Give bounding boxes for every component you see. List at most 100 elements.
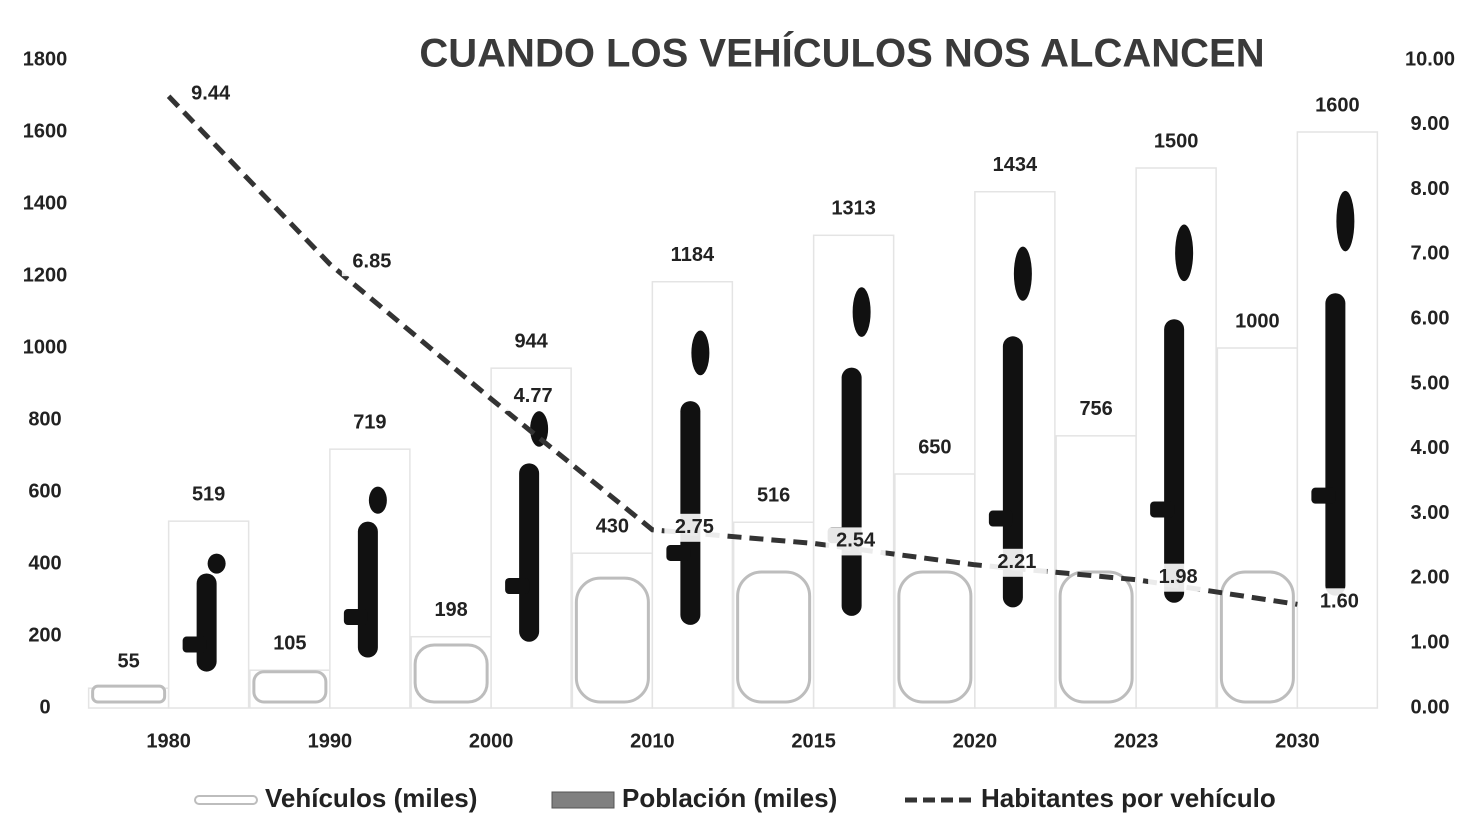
x-tick-label: 2023 (1114, 730, 1159, 752)
y2-tick-label: 2.00 (1411, 567, 1450, 589)
y2-tick-label: 1.00 (1411, 631, 1450, 653)
line-label-bg (825, 527, 886, 556)
line-value-label: 1.98 (1159, 566, 1198, 588)
line-label-bg (341, 248, 402, 277)
bar-value-label: 1600 (1315, 94, 1360, 116)
y-tick-label: 1400 (23, 192, 68, 214)
runner-head (530, 411, 549, 447)
line-value-label: 1.60 (1320, 591, 1359, 613)
bar-value-label: 1500 (1154, 130, 1199, 152)
runner-head (691, 330, 710, 376)
y2-tick-label: 5.00 (1411, 372, 1450, 394)
runner-body (841, 367, 862, 616)
line-value-label: 6.85 (352, 250, 391, 272)
runner-body (1325, 293, 1346, 596)
runner-leg (1150, 501, 1175, 518)
bar-value-label: 756 (1079, 398, 1112, 420)
y-tick-label: 800 (28, 408, 61, 430)
y-tick-label: 1600 (23, 120, 68, 142)
x-tick-label: 1990 (308, 730, 353, 752)
y-tick-label: 1000 (23, 336, 68, 358)
y2-tick-label: 9.00 (1411, 113, 1450, 135)
bar-value-label: 198 (434, 599, 467, 621)
y2-tick-label: 8.00 (1411, 178, 1450, 200)
legend-label: Habitantes por vehículo (981, 783, 1276, 813)
runner-body (680, 401, 701, 625)
y-tick-label: 1200 (23, 264, 68, 286)
x-tick-label: 2000 (469, 730, 514, 752)
y-tick-label: 200 (28, 624, 61, 646)
runner-leg (182, 636, 207, 653)
runner-leg (343, 608, 368, 625)
x-tick-label: 2015 (791, 730, 836, 752)
runner-head (368, 486, 387, 514)
line-label-bg (180, 80, 241, 109)
bar-value-label: 516 (757, 485, 790, 507)
runner-body (357, 521, 378, 658)
runner-head (1175, 224, 1194, 282)
bar-value-label: 55 (118, 650, 140, 672)
x-tick-label: 2010 (630, 730, 675, 752)
line (166, 94, 1298, 607)
y2-tick-label: 10.00 (1405, 48, 1455, 70)
runner-head (1336, 190, 1355, 252)
line-value-label: 2.54 (836, 530, 876, 552)
legend-swatch (194, 795, 258, 805)
bar-value-label: 519 (192, 483, 225, 505)
chart-title: CUANDO LOS VEHÍCULOS NOS ALCANCEN (419, 31, 1264, 76)
legend-swatch (551, 791, 615, 809)
line-value-label: 4.77 (514, 385, 553, 407)
vehicle-icon (736, 570, 812, 704)
line-value-label: 9.44 (191, 83, 231, 105)
runner-head (1013, 246, 1032, 301)
bar-value-label: 944 (514, 330, 548, 352)
bar-value-label: 105 (273, 632, 306, 654)
x-tick-label: 1980 (146, 730, 191, 752)
vehicle-icon (91, 684, 167, 704)
y2-tick-label: 6.00 (1411, 307, 1450, 329)
y-tick-label: 1800 (23, 48, 68, 70)
bar-value-label: 430 (596, 515, 629, 537)
bar-value-label: 1000 (1235, 310, 1280, 332)
runner-leg (666, 544, 691, 561)
runner-head (207, 553, 226, 574)
runner-body (1002, 336, 1023, 608)
runner-leg (988, 510, 1013, 527)
y2-tick-label: 7.00 (1411, 243, 1450, 265)
bar-value-label: 1434 (993, 154, 1038, 176)
bar (329, 448, 411, 709)
runner-leg (505, 578, 530, 595)
bar-value-label: 1313 (831, 198, 876, 220)
runner-body (196, 573, 217, 672)
legend-label: Población (miles) (622, 783, 837, 813)
line-label-bg (503, 382, 564, 411)
runner-body (519, 463, 540, 642)
y-tick-label: 0 (39, 696, 50, 718)
line-label-bg (1148, 563, 1209, 592)
runner-leg (1311, 487, 1336, 504)
vehicle-icon (413, 643, 489, 704)
y2-tick-label: 0.00 (1411, 696, 1450, 718)
vehicle-icon (574, 576, 650, 704)
bar-value-label: 650 (918, 436, 951, 458)
legend-label: Vehículos (miles) (265, 783, 477, 813)
runner-head (852, 287, 871, 337)
x-tick-label: 2020 (953, 730, 998, 752)
bar-value-label: 1184 (671, 244, 715, 266)
vehicle-icon (897, 570, 973, 704)
line-label-bg (664, 513, 725, 542)
vehicle-icon (1219, 570, 1295, 704)
bar-value-label: 719 (353, 411, 386, 433)
x-tick-label: 2030 (1275, 730, 1320, 752)
line-value-label: 2.21 (997, 551, 1036, 573)
vehicle-icon (1058, 570, 1134, 704)
y2-tick-label: 4.00 (1411, 437, 1450, 459)
y-tick-label: 400 (28, 552, 61, 574)
runner-body (1164, 319, 1185, 603)
vehicle-icon (252, 670, 328, 704)
line-label-bg (986, 548, 1047, 577)
y-tick-label: 600 (28, 480, 61, 502)
y2-tick-label: 3.00 (1411, 502, 1450, 524)
line-value-label: 2.75 (675, 516, 714, 538)
